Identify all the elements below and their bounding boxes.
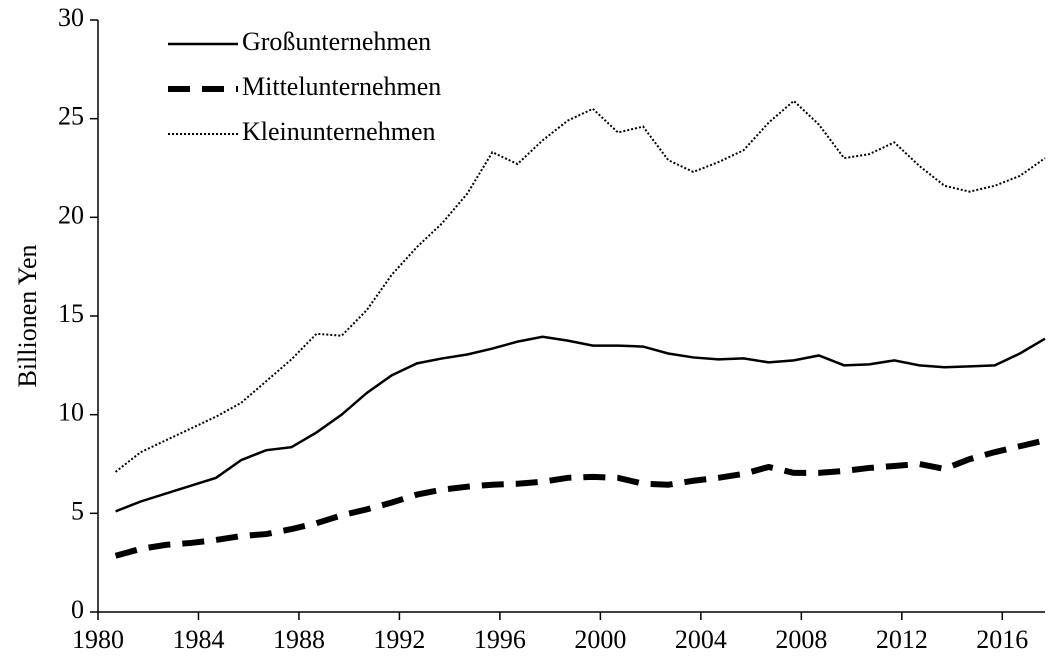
legend-label: Großunternehmen	[242, 27, 431, 56]
legend-label: Mittelunternehmen	[242, 72, 441, 101]
legend-label: Kleinunternehmen	[242, 117, 436, 146]
y-tick-label: 30	[58, 3, 84, 32]
y-tick-label: 25	[58, 102, 84, 131]
x-tick-label: 2012	[876, 625, 928, 654]
y-tick-label: 15	[58, 299, 84, 328]
x-tick-label: 1992	[373, 625, 425, 654]
y-axis-label: Billionen Yen	[13, 244, 42, 387]
data-line	[115, 335, 1046, 513]
y-tick-label: 5	[71, 496, 84, 525]
data-line	[114, 437, 1046, 559]
x-tick-label: 2004	[675, 625, 727, 654]
x-tick-label: 1984	[172, 625, 224, 654]
x-tick-label: 1980	[72, 625, 124, 654]
y-tick-label: 0	[71, 595, 84, 624]
x-tick-label: 2016	[976, 625, 1028, 654]
x-tick-label: 1996	[474, 625, 526, 654]
data-line	[114, 99, 1046, 473]
x-tick-label: 2000	[574, 625, 626, 654]
x-tick-label: 2008	[775, 625, 827, 654]
y-tick-label: 20	[58, 200, 84, 229]
y-tick-label: 10	[58, 398, 84, 427]
x-tick-label: 1988	[273, 625, 325, 654]
